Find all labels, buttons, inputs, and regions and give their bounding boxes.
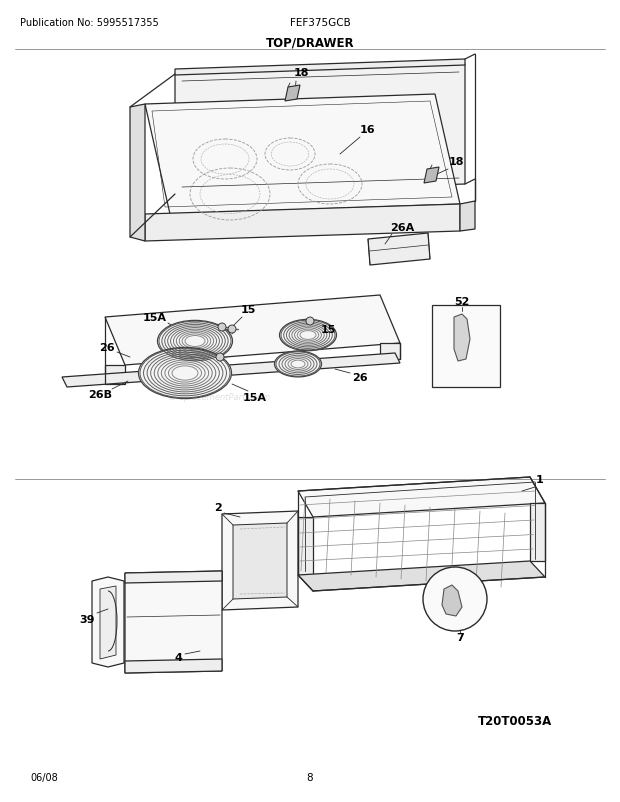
Polygon shape [298,517,313,575]
Polygon shape [105,366,125,384]
Text: 06/08: 06/08 [30,772,58,782]
Polygon shape [460,202,475,232]
Text: 39: 39 [79,614,95,624]
Polygon shape [233,524,287,599]
Text: TOP/DRAWER: TOP/DRAWER [266,36,354,49]
Polygon shape [130,105,145,241]
Text: 26A: 26A [390,223,414,233]
Ellipse shape [275,351,322,378]
Circle shape [216,354,224,362]
Circle shape [423,567,487,631]
Polygon shape [442,585,462,616]
Polygon shape [530,504,545,561]
Polygon shape [222,512,298,610]
Text: 15A: 15A [243,392,267,403]
Circle shape [218,323,226,331]
Text: 7: 7 [456,632,464,642]
Polygon shape [145,205,460,241]
Circle shape [228,326,236,334]
Text: 15: 15 [321,325,335,334]
Text: 1: 1 [536,475,544,484]
Polygon shape [285,86,300,102]
Text: 16: 16 [360,125,376,135]
Polygon shape [125,571,222,583]
Circle shape [306,318,314,326]
Text: 26: 26 [99,342,115,353]
Text: eReplacementParts.com: eReplacementParts.com [169,393,271,402]
Polygon shape [125,659,222,673]
Text: T20T0053A: T20T0053A [478,715,552,727]
Polygon shape [125,571,222,673]
Text: 15: 15 [241,305,255,314]
Text: 18: 18 [293,68,309,78]
Ellipse shape [157,321,232,363]
Polygon shape [145,95,460,215]
Polygon shape [380,343,400,359]
Text: 26: 26 [352,373,368,383]
Text: 26B: 26B [88,390,112,399]
Text: 4: 4 [174,652,182,662]
Polygon shape [454,314,470,362]
Text: 2: 2 [214,502,222,512]
Ellipse shape [138,348,231,399]
Polygon shape [175,65,465,195]
Polygon shape [368,233,430,265]
Polygon shape [298,477,545,517]
Text: Publication No: 5995517355: Publication No: 5995517355 [20,18,159,28]
Polygon shape [298,561,545,591]
Polygon shape [175,60,465,76]
Polygon shape [424,168,439,184]
Polygon shape [62,354,400,387]
Text: 8: 8 [307,772,313,782]
Polygon shape [105,296,400,366]
Text: FEF375GCB: FEF375GCB [290,18,350,28]
Text: 18: 18 [448,157,464,167]
Polygon shape [432,306,500,387]
Polygon shape [92,577,124,667]
Text: 15A: 15A [143,313,167,322]
Ellipse shape [280,320,337,351]
Polygon shape [100,586,116,659]
Text: 52: 52 [454,297,470,306]
